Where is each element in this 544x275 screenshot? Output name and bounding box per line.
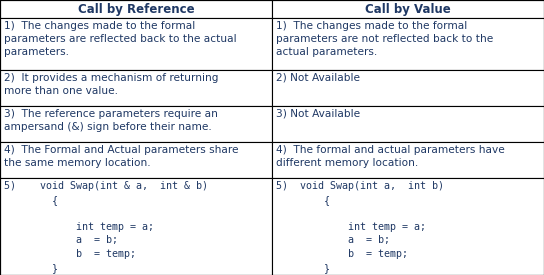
Bar xyxy=(272,142,544,178)
Bar xyxy=(272,0,544,18)
Text: 3)  The reference parameters require an
ampersand (&) sign before their name.: 3) The reference parameters require an a… xyxy=(4,109,218,132)
Bar xyxy=(272,178,544,275)
Text: 1)  The changes made to the formal
parameters are not reflected back to the
actu: 1) The changes made to the formal parame… xyxy=(276,21,493,57)
Bar xyxy=(272,70,544,106)
Text: 3) Not Available: 3) Not Available xyxy=(276,109,360,119)
Text: Call by Reference: Call by Reference xyxy=(78,2,194,15)
Bar xyxy=(272,106,544,142)
Bar xyxy=(0,0,272,18)
Text: 5)  void Swap(int a,  int b)
        {

            int temp = a;
            a : 5) void Swap(int a, int b) { int temp = … xyxy=(276,181,444,273)
Bar xyxy=(0,106,272,142)
Text: 4)  The Formal and Actual parameters share
the same memory location.: 4) The Formal and Actual parameters shar… xyxy=(4,145,238,168)
Bar xyxy=(0,142,272,178)
Bar xyxy=(272,18,544,70)
Text: Call by Value: Call by Value xyxy=(365,2,451,15)
Bar xyxy=(0,18,272,70)
Text: 4)  The formal and actual parameters have
different memory location.: 4) The formal and actual parameters have… xyxy=(276,145,505,168)
Text: 2) Not Available: 2) Not Available xyxy=(276,73,360,83)
Bar xyxy=(0,178,272,275)
Text: 2)  It provides a mechanism of returning
more than one value.: 2) It provides a mechanism of returning … xyxy=(4,73,219,96)
Bar xyxy=(0,70,272,106)
Text: 1)  The changes made to the formal
parameters are reflected back to the actual
p: 1) The changes made to the formal parame… xyxy=(4,21,237,57)
Text: 5)    void Swap(int & a,  int & b)
        {

            int temp = a;
        : 5) void Swap(int & a, int & b) { int tem… xyxy=(4,181,208,273)
